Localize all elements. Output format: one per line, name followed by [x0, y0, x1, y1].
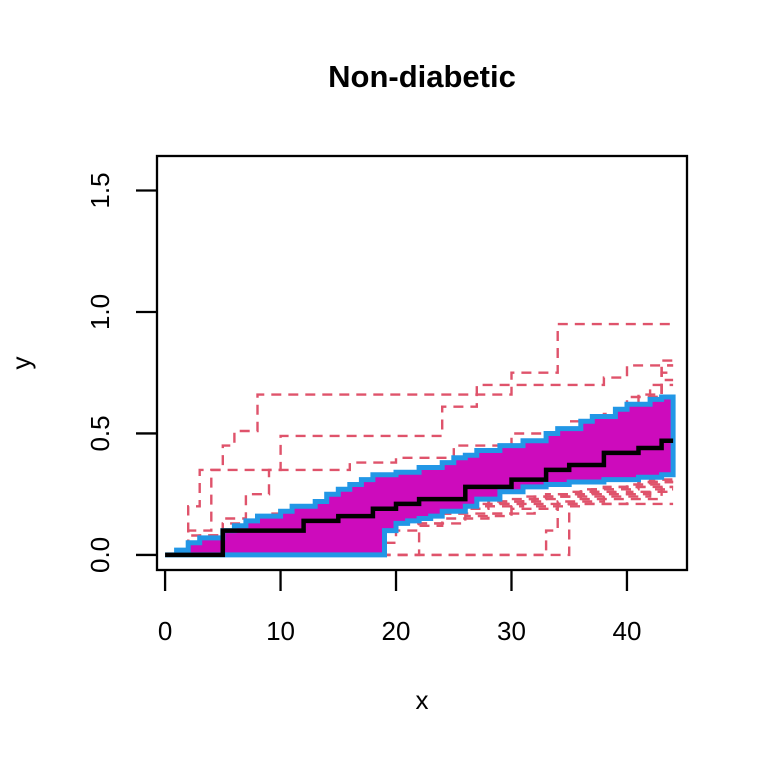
trajectory-line — [176, 485, 674, 557]
y-axis-label: y — [6, 357, 36, 370]
y-tick-label: 0.0 — [85, 537, 115, 573]
median-curve — [165, 438, 674, 558]
plot-box — [155, 154, 689, 572]
x-tick-label: 10 — [266, 616, 295, 646]
x-tick-label: 0 — [158, 616, 172, 646]
chart-title: Non-diabetic — [328, 59, 516, 94]
axes: 0 10 20 30 40 0.0 0.5 1.0 1.5 — [85, 172, 641, 646]
y-tick-label: 1.0 — [85, 294, 115, 330]
median-line — [165, 438, 674, 558]
x-axis-label: x — [416, 685, 429, 715]
band-polygon — [165, 394, 676, 558]
x-tick-label: 40 — [612, 616, 641, 646]
x-tick-label: 30 — [497, 616, 526, 646]
confidence-band — [165, 394, 676, 558]
trajectory-line — [176, 485, 674, 557]
x-tick-label: 20 — [382, 616, 411, 646]
y-tick-label: 1.5 — [85, 172, 115, 208]
trajectory-line — [176, 322, 674, 557]
trajectory-line — [176, 480, 674, 557]
y-tick-label: 0.5 — [85, 415, 115, 451]
trajectory-line — [176, 395, 674, 557]
